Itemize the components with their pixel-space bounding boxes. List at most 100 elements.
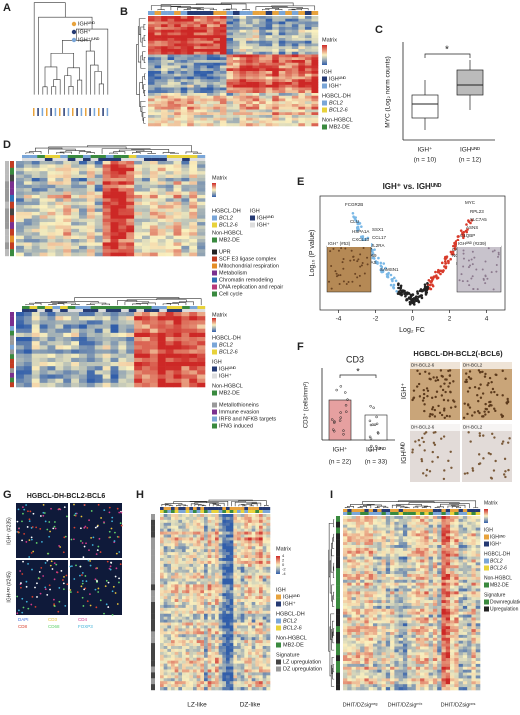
heatmap-cell: [218, 602, 223, 606]
volcano-point: [435, 274, 438, 277]
heatmap-cell: [226, 46, 234, 50]
ihc-cell: [448, 374, 452, 377]
heatmap-cell: [218, 560, 223, 565]
heatmap-cell: [165, 370, 174, 375]
heatmap-cell: [226, 32, 234, 36]
heatmap-cell: [102, 362, 111, 367]
heatmap-cell: [265, 62, 273, 66]
heatmap-cell: [213, 90, 221, 94]
heatmap-cell: [181, 366, 190, 371]
heatmap-cell: [265, 18, 273, 22]
heatmap-cell: [167, 29, 175, 33]
heatmap-cell: [173, 341, 182, 346]
heatmap-cell: [16, 374, 25, 379]
heatmap-cell: [206, 90, 214, 94]
heatmap-cell: [193, 71, 201, 75]
heatmap-cell: [178, 596, 183, 600]
heatmap-cell: [126, 211, 135, 216]
heatmap-cell: [239, 43, 247, 47]
heatmap-cell: [102, 167, 111, 172]
heatmap-cell: [189, 370, 198, 375]
heatmap-cell: [31, 198, 40, 203]
annotation-cell: [174, 158, 183, 161]
if-cell: [41, 540, 43, 543]
heatmap-cell: [285, 117, 293, 121]
heatmap-cell: [219, 73, 227, 77]
heatmap-cell: [154, 21, 162, 25]
heatmap-cell: [71, 239, 80, 243]
heatmap-cell: [244, 566, 249, 571]
heatmap-cell: [165, 328, 174, 334]
heatmap-cell: [167, 599, 172, 603]
heatmap-cell: [239, 95, 247, 99]
heatmap-cell: [239, 49, 247, 53]
dendrogram-branch: [65, 150, 86, 153]
heatmap-cell: [262, 566, 267, 571]
ihc-cell: [471, 275, 474, 278]
heatmap-cell: [173, 357, 182, 363]
heatmap-cell: [240, 566, 245, 571]
heatmap-cell: [226, 646, 230, 650]
heatmap-cell: [213, 43, 221, 47]
heatmap-cell: [239, 120, 247, 124]
x-tick-label: 4: [485, 316, 489, 323]
heatmap-cell: [240, 648, 245, 653]
heatmap-cell: [248, 587, 252, 591]
heatmap-cell: [211, 613, 216, 617]
heatmap-cell: [213, 21, 221, 25]
annotation-cell: [151, 543, 155, 550]
heatmap-cell: [246, 68, 253, 72]
heatmap-cell: [219, 112, 227, 116]
ihc-cell: [501, 440, 505, 443]
heatmap-cell: [246, 112, 253, 116]
heatmap-cell: [213, 123, 221, 127]
heatmap-cell: [171, 540, 175, 544]
heatmap-cell: [219, 109, 227, 113]
heatmap-cell: [193, 637, 197, 641]
legend-swatch: [212, 409, 217, 415]
heatmap-cell: [154, 46, 162, 50]
dendrogram-branch: [38, 16, 93, 95]
heatmap-cell: [178, 628, 183, 632]
heatmap-cell: [298, 104, 306, 108]
heatmap-cell: [94, 171, 103, 175]
heatmap-cell: [181, 225, 190, 230]
heatmap-cell: [160, 604, 164, 609]
heatmap-cell: [148, 90, 155, 94]
heatmap-cell: [171, 514, 175, 518]
if-cell: [49, 588, 51, 591]
heatmap-cell: [237, 514, 241, 518]
ihc-cell: [479, 383, 482, 386]
heatmap-cell: [244, 602, 249, 606]
heatmap-cell: [142, 245, 151, 250]
ihc-cell: [471, 250, 474, 253]
heatmap-cell: [174, 24, 181, 28]
heatmap-cell: [278, 76, 286, 80]
heatmap-cell: [311, 46, 319, 50]
ihc-cell: [466, 390, 470, 393]
heatmap-cell: [165, 184, 174, 189]
heatmap-cell: [233, 76, 240, 80]
ihc-cell: [430, 396, 434, 400]
heatmap-cell: [291, 51, 299, 55]
heatmap-cell: [182, 599, 186, 603]
if-cell: [53, 578, 56, 581]
heatmap-cell: [207, 604, 212, 609]
heatmap-cell: [215, 643, 219, 647]
heatmap-cell: [165, 312, 174, 317]
heatmap-cell: [266, 543, 271, 547]
volcano-point: [470, 219, 474, 222]
heatmap-cell: [259, 18, 266, 22]
heatmap-cell: [219, 60, 227, 64]
heatmap-cell: [23, 245, 33, 250]
heatmap-cell: [229, 575, 234, 579]
heatmap-cell: [86, 316, 96, 321]
heatmap-cell: [218, 514, 223, 518]
legend-text: IGHᵁᴺᴰ: [257, 214, 275, 221]
heatmap-cell: [211, 587, 216, 591]
heatmap-cell: [204, 525, 208, 529]
heatmap-cell: [285, 112, 293, 116]
heatmap-cell: [185, 587, 190, 591]
heatmap-cell: [215, 534, 219, 538]
if-cell: [69, 591, 72, 593]
